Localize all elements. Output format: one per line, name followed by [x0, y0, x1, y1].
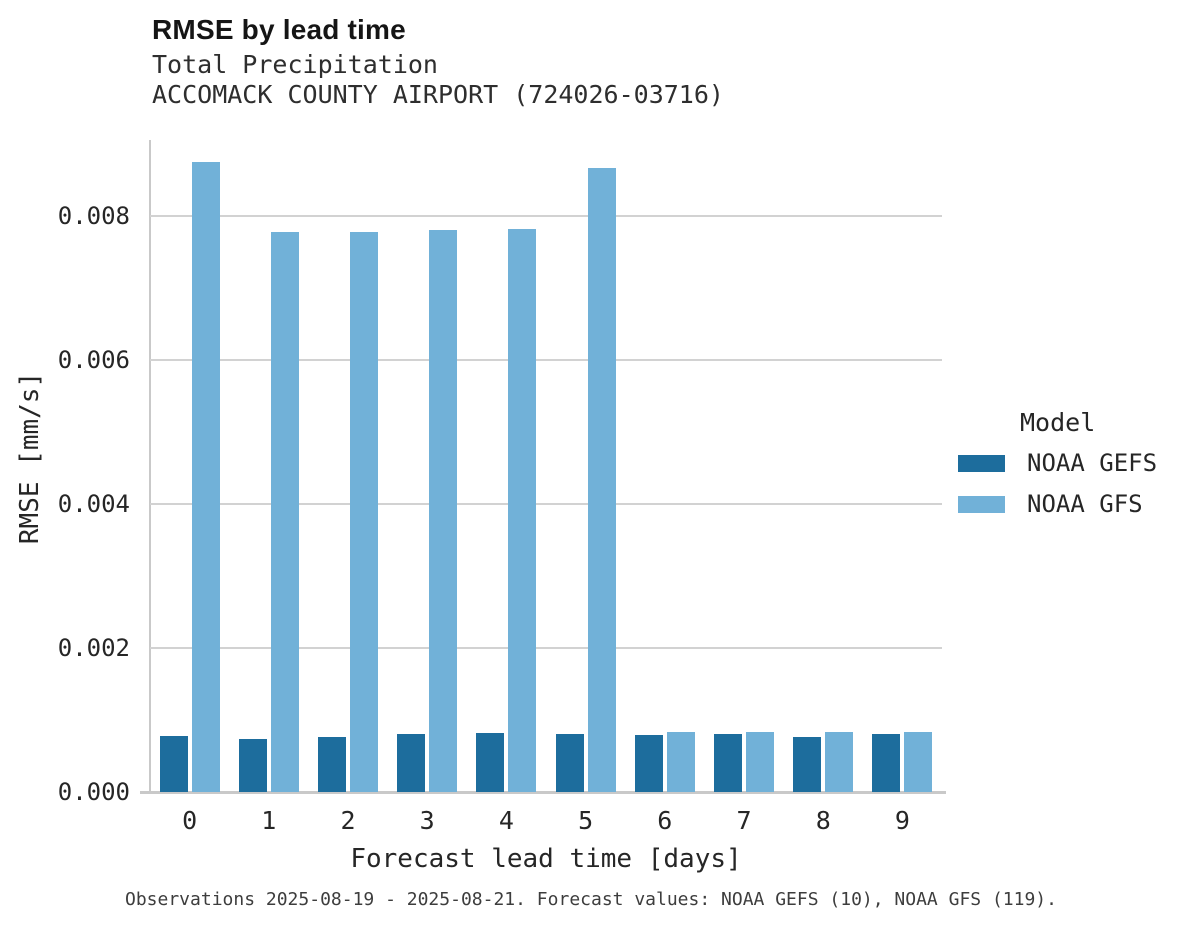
bar-noaa-gefs — [476, 732, 505, 792]
x-tick-label: 6 — [657, 806, 673, 835]
bar-noaa-gfs — [666, 732, 695, 792]
bar-noaa-gfs — [746, 732, 775, 792]
plot-area — [150, 140, 942, 792]
bar-group — [388, 140, 467, 792]
bar-noaa-gfs — [270, 232, 299, 792]
y-tick-label: 0.000 — [57, 778, 130, 806]
bar-noaa-gfs — [191, 162, 220, 792]
x-tick-label: 8 — [815, 806, 831, 835]
bars-layer — [150, 140, 942, 792]
gridline — [150, 502, 942, 505]
bar-noaa-gefs — [318, 737, 346, 792]
gridline — [150, 214, 942, 217]
x-tick-labels: 0 1 2 3 4 5 6 7 8 9 — [150, 806, 942, 835]
legend-label: NOAA GFS — [1027, 490, 1143, 518]
bar-noaa-gefs — [793, 736, 822, 792]
legend-label: NOAA GEFS — [1027, 449, 1158, 477]
x-tick-label: 4 — [498, 806, 514, 835]
y-tick-label: 0.006 — [57, 345, 130, 374]
x-tick-label: 5 — [578, 806, 594, 835]
x-tick-label: 0 — [182, 806, 198, 835]
bar-noaa-gefs — [634, 735, 663, 792]
bar-group — [308, 140, 387, 792]
chart-subtitle-variable: Total Precipitation — [152, 50, 438, 79]
x-tick-label: 2 — [340, 806, 356, 835]
bar-noaa-gefs — [238, 738, 267, 792]
bar-noaa-gfs — [587, 168, 616, 792]
caption: Observations 2025-08-19 - 2025-08-21. Fo… — [125, 889, 1057, 910]
chart-title: RMSE by lead time — [152, 14, 406, 45]
x-tick-label: 7 — [736, 806, 752, 835]
gridline — [150, 358, 942, 361]
y-tick-label: 0.008 — [57, 201, 130, 230]
legend-entries: NOAA GEFS NOAA GFS — [958, 449, 1157, 518]
bar-noaa-gefs — [872, 733, 901, 792]
bar-noaa-gefs — [397, 733, 426, 792]
x-tick-label: 3 — [419, 806, 435, 835]
legend: Model NOAA GEFS NOAA GFS — [958, 408, 1157, 531]
bar-group — [625, 140, 704, 792]
bar-noaa-gfs — [508, 228, 537, 792]
legend-title: Model — [1020, 408, 1096, 437]
bar-group — [150, 140, 229, 792]
bar-group — [546, 140, 625, 792]
gridline — [150, 646, 942, 649]
x-axis-title: Forecast lead time [days] — [350, 844, 742, 874]
bar-noaa-gfs — [429, 230, 458, 792]
bar-group — [863, 140, 942, 792]
bar-group — [784, 140, 863, 792]
legend-entry: NOAA GEFS — [958, 449, 1157, 477]
y-tick-label: 0.004 — [57, 489, 130, 518]
x-tick-label: 1 — [261, 806, 277, 835]
bar-noaa-gfs — [350, 232, 378, 792]
bar-noaa-gefs — [159, 735, 188, 792]
bar-noaa-gefs — [555, 733, 584, 792]
bar-group — [704, 140, 783, 792]
x-tick-label: 9 — [894, 806, 910, 835]
bar-noaa-gfs — [904, 732, 933, 792]
legend-swatch — [958, 495, 1005, 513]
y-axis-spine — [149, 140, 151, 794]
y-tick-labels: 0.000 0.002 0.004 0.006 0.008 — [0, 140, 136, 806]
bar-noaa-gefs — [714, 733, 743, 792]
bar-noaa-gfs — [825, 732, 854, 792]
bar-group — [229, 140, 308, 792]
bar-group — [467, 140, 546, 792]
chart-subtitle-station: ACCOMACK COUNTY AIRPORT (724026-03716) — [152, 80, 724, 109]
legend-swatch — [958, 454, 1005, 472]
x-axis-spine — [140, 791, 946, 794]
legend-entry: NOAA GFS — [958, 490, 1157, 518]
y-tick-label: 0.002 — [57, 633, 130, 662]
